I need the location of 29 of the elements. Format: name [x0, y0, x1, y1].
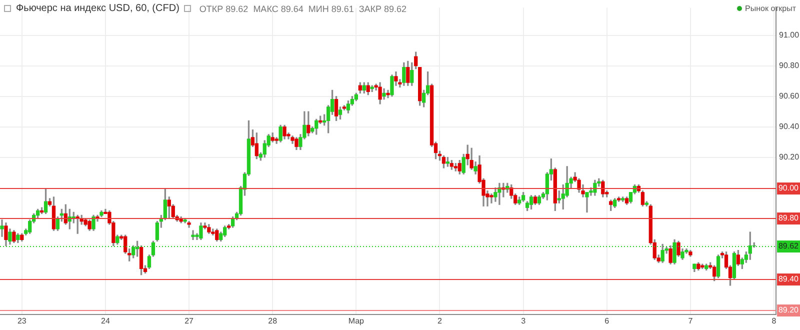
- ref-line-label: 89.62: [778, 242, 800, 251]
- x-tick-label: 8: [772, 316, 777, 326]
- annotation: Рынок открыт: [745, 4, 796, 13]
- x-tick-label: 6: [604, 316, 610, 326]
- y-tick-label: 91.00: [779, 30, 800, 40]
- annotation: МАКС 89.64: [253, 4, 304, 14]
- ref-line-label: 90.00: [778, 184, 800, 193]
- candlestick: [490, 194, 494, 204]
- annotation: МИН 89.61: [308, 4, 354, 14]
- x-tick-label: 28: [268, 316, 278, 326]
- annotation: ОТКР 89.62: [199, 4, 248, 14]
- x-tick-label: 2: [438, 316, 443, 326]
- y-tick-label: 90.80: [779, 60, 800, 70]
- candlestick: [0, 219, 4, 237]
- ref-line-label: 89.40: [778, 274, 800, 284]
- x-tick-label: 27: [184, 316, 194, 326]
- x-tick-label: Мар: [348, 316, 365, 326]
- annotation: ЗАКР 89.62: [358, 4, 407, 14]
- x-tick-label: 3: [521, 316, 526, 326]
- y-tick-label: 90.20: [779, 152, 800, 162]
- ref-line-label: 89.20: [778, 306, 800, 315]
- x-tick-label: 24: [101, 316, 110, 326]
- ref-line-label: 89.80: [778, 214, 800, 223]
- candlestick: [191, 230, 195, 240]
- y-tick-label: 90.40: [779, 122, 800, 131]
- chart-title: Фьючерс на индекс USD, 60, (CFD): [16, 3, 180, 14]
- x-tick-label: 23: [17, 316, 27, 326]
- y-tick-label: 90.60: [779, 91, 800, 100]
- x-tick-label: 7: [688, 316, 694, 326]
